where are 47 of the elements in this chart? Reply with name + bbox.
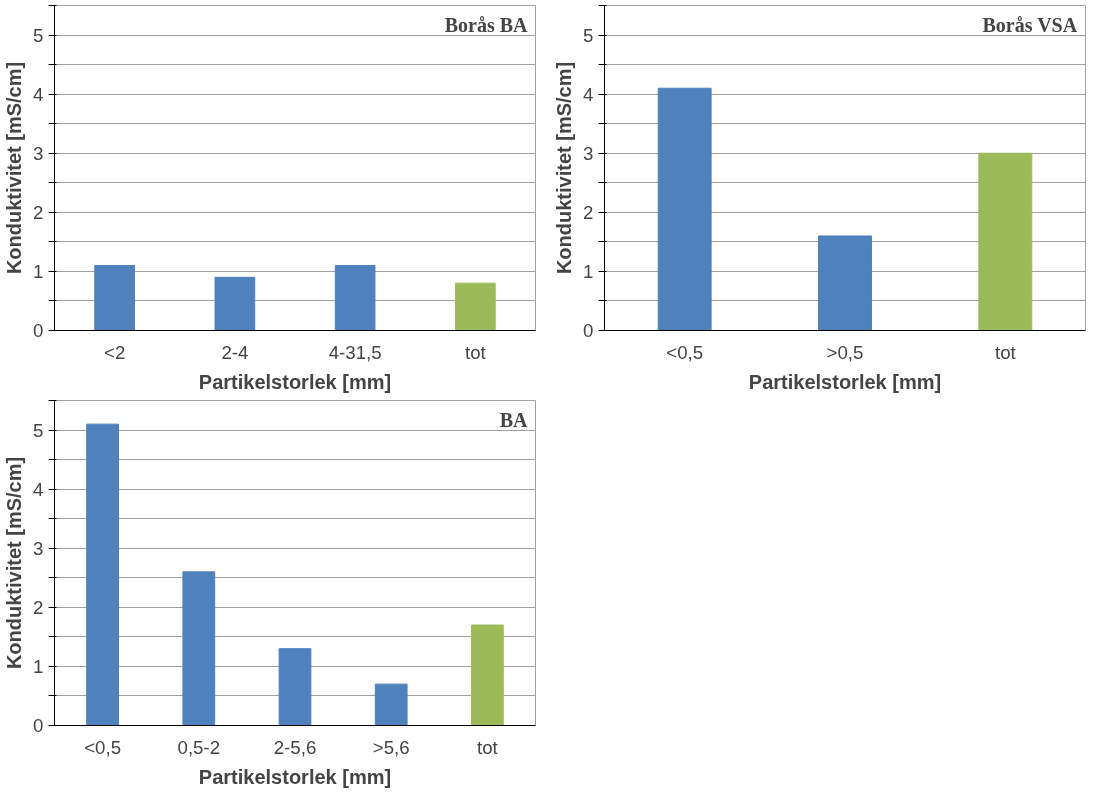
y-axis-title: Konduktivitet [mS/cm] <box>3 61 26 275</box>
bar <box>278 648 312 726</box>
x-tick-label: 0,5-2 <box>177 736 221 758</box>
x-tick-label: tot <box>465 341 487 363</box>
bar <box>182 571 216 726</box>
y-axis-title: Konduktivitet [mS/cm] <box>553 61 576 275</box>
y-axis-title: Konduktivitet [mS/cm] <box>3 456 26 670</box>
x-tick-label: >5,6 <box>372 736 410 758</box>
y-tick-label: 5 <box>33 419 44 441</box>
x-axis-title: Partikelstorlek [mm] <box>198 765 392 788</box>
y-tick-label: 0 <box>33 715 44 736</box>
x-axis-title: Partikelstorlek [mm] <box>748 370 942 393</box>
chart-title: Borås BA <box>444 13 529 36</box>
bar <box>374 683 408 726</box>
x-axis-title: Partikelstorlek [mm] <box>198 370 392 393</box>
y-tick-label: 3 <box>33 537 44 559</box>
y-tick-label: 0 <box>583 320 594 341</box>
y-tick-label: 5 <box>33 24 44 46</box>
x-tick-label: tot <box>477 736 499 758</box>
y-tick-label: 4 <box>583 83 594 105</box>
y-tick-label: 4 <box>33 83 44 105</box>
y-tick-label: 3 <box>583 142 594 164</box>
bar <box>471 624 504 726</box>
y-tick-label: 1 <box>33 260 44 282</box>
x-tick-label: 2-4 <box>221 341 249 363</box>
y-tick-label: 3 <box>33 142 44 164</box>
y-tick-label: 2 <box>33 596 44 618</box>
y-tick-label: 1 <box>583 260 594 282</box>
y-tick-label: 0 <box>33 320 44 341</box>
y-tick-label: 4 <box>33 478 44 500</box>
y-tick-label: 2 <box>583 201 594 223</box>
x-tick-label: tot <box>994 341 1017 363</box>
x-tick-label: >0,5 <box>826 341 864 363</box>
y-tick-label: 5 <box>583 24 594 46</box>
bar <box>978 152 1033 331</box>
bar <box>818 235 872 331</box>
y-tick-label: 2 <box>33 201 44 223</box>
chart-title: Borås VSA <box>982 13 1078 36</box>
chart-title: BA <box>499 408 529 431</box>
x-tick-label: <0,5 <box>666 341 704 363</box>
x-tick-label: <0,5 <box>84 736 122 758</box>
bar <box>86 423 119 726</box>
x-tick-label: 2-5,6 <box>273 736 317 758</box>
y-tick-label: 1 <box>33 655 44 677</box>
bar <box>657 87 712 331</box>
x-tick-label: 4-31,5 <box>328 341 382 363</box>
x-tick-label: <2 <box>103 341 126 363</box>
